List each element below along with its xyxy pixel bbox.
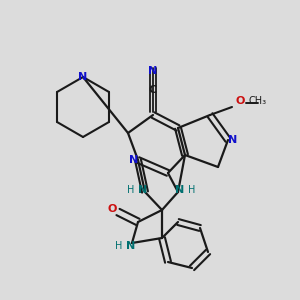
- Text: CH₃: CH₃: [249, 96, 267, 106]
- Text: N: N: [126, 241, 136, 251]
- Text: N: N: [129, 155, 139, 165]
- Text: C: C: [149, 85, 157, 95]
- Text: N: N: [176, 185, 184, 195]
- Text: H: H: [115, 241, 123, 251]
- Text: N: N: [148, 66, 158, 76]
- Text: N: N: [228, 135, 238, 145]
- Text: N: N: [138, 185, 148, 195]
- Text: O: O: [107, 204, 117, 214]
- Text: N: N: [78, 72, 88, 82]
- Text: O: O: [235, 96, 245, 106]
- Text: H: H: [127, 185, 135, 195]
- Text: H: H: [188, 185, 196, 195]
